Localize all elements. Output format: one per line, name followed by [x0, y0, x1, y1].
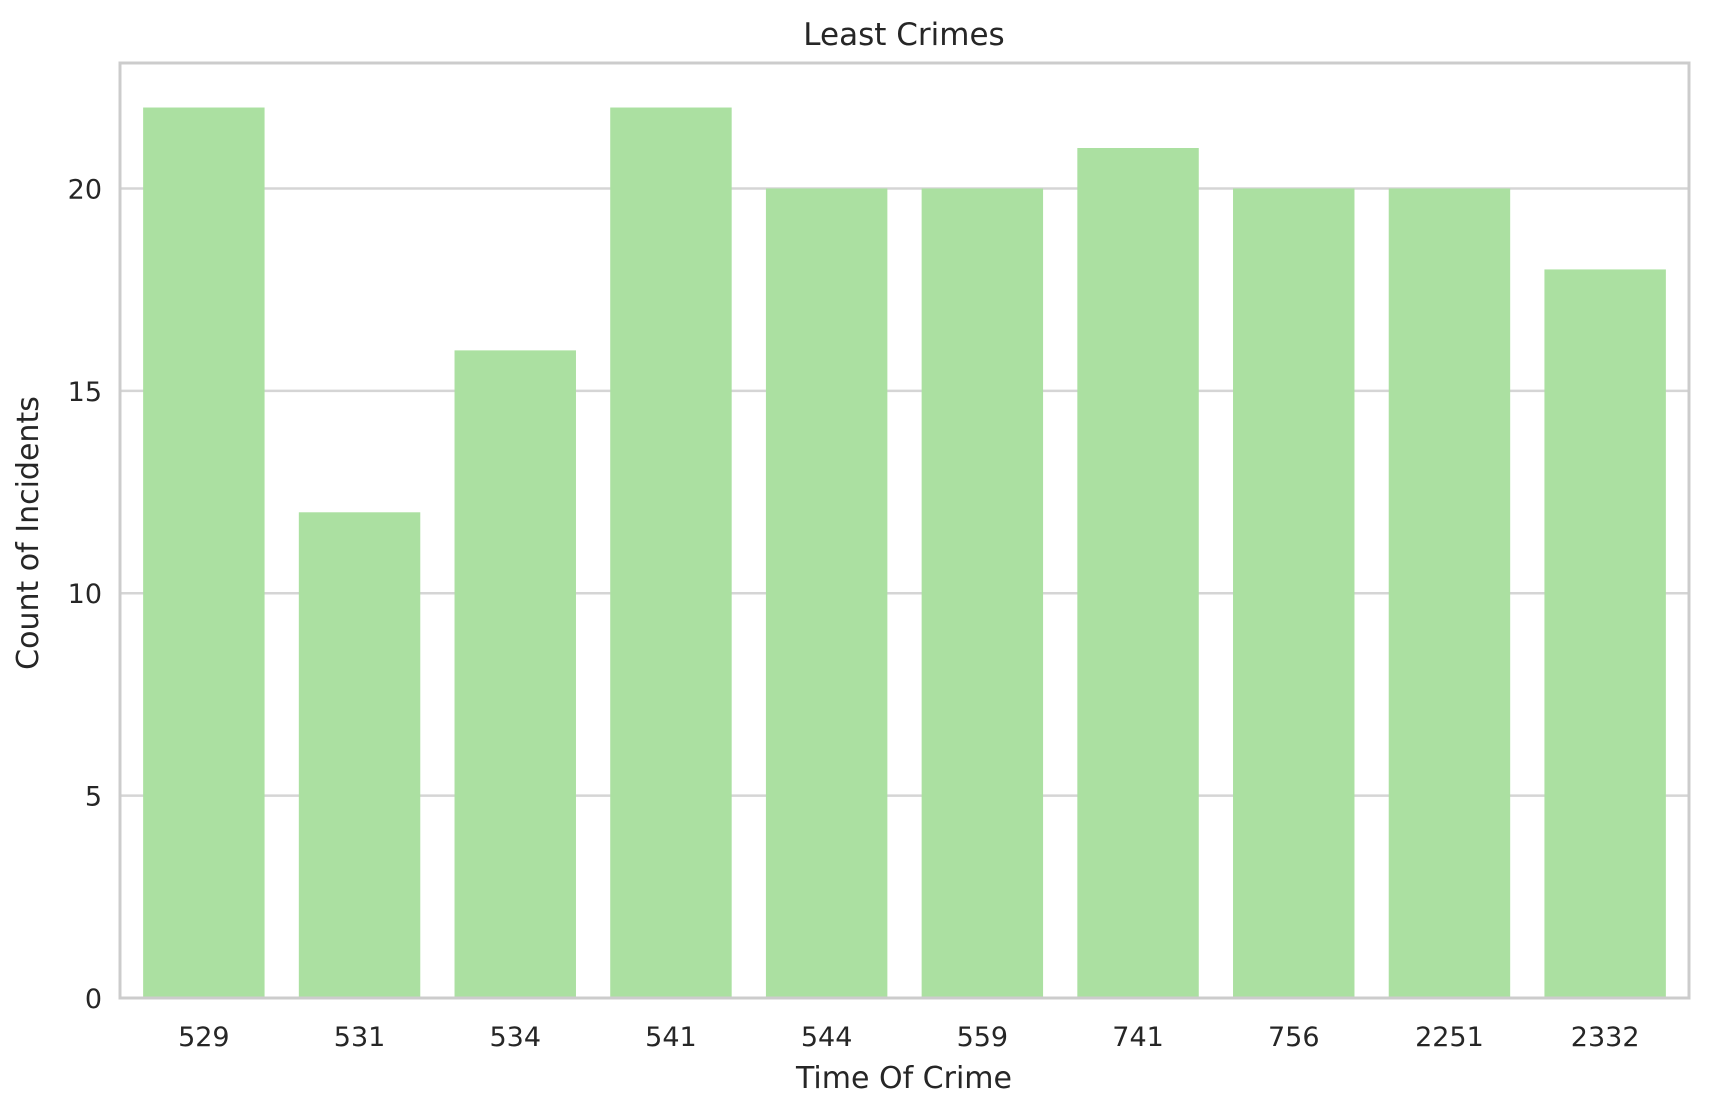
x-axis-label: Time Of Crime: [795, 1061, 1012, 1096]
x-tick-label: 531: [334, 1022, 386, 1053]
x-tick-label: 534: [489, 1022, 541, 1053]
plot-frame: [118, 61, 1691, 1000]
bar-559: [921, 188, 1044, 998]
bar-531: [298, 512, 421, 998]
bar-741: [1077, 148, 1199, 998]
y-tick-labels: 0 5 10 15 20: [68, 174, 102, 1015]
x-tick-label: 529: [178, 1022, 230, 1053]
y-tick-label: 10: [68, 579, 102, 610]
chart-title: Least Crimes: [803, 17, 1004, 53]
x-tick-label: 2251: [1415, 1022, 1484, 1053]
y-tick-label: 5: [85, 782, 102, 813]
bar-2332: [1544, 269, 1666, 998]
x-tick-label: 756: [1268, 1022, 1320, 1053]
y-axis-label: Count of Incidents: [11, 396, 46, 670]
x-tick-label: 2332: [1571, 1022, 1640, 1053]
bar-544: [765, 188, 888, 998]
y-tick-label: 20: [68, 174, 102, 205]
y-tick-label: 15: [68, 377, 102, 408]
x-tick-label: 544: [801, 1022, 853, 1053]
bars: [143, 107, 1666, 999]
x-tick-label: 559: [957, 1022, 1009, 1053]
y-tick-label: 0: [85, 984, 102, 1015]
bar-541: [610, 107, 732, 999]
bar-529: [143, 107, 265, 999]
bar-2251: [1388, 188, 1511, 998]
bar-756: [1233, 188, 1355, 998]
x-tick-label: 741: [1112, 1022, 1164, 1053]
bar-534: [454, 350, 576, 998]
x-tick-labels: 529 531 534 541 544 559 741 756 2251 2332: [178, 1022, 1639, 1053]
x-tick-label: 541: [645, 1022, 697, 1053]
